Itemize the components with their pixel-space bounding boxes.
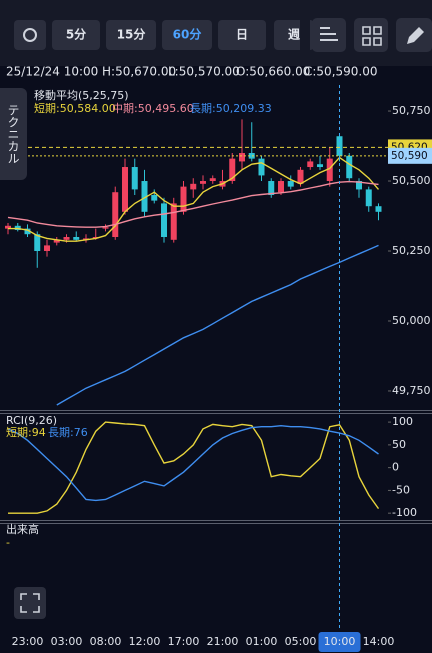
candle-body [278, 181, 284, 193]
x-tick-label: 21:00 [207, 635, 239, 648]
tab-label: 週 [288, 27, 300, 42]
x-tick-label: 10:00 [324, 635, 356, 648]
candle-body [307, 161, 314, 168]
tab[interactable] [218, 20, 266, 50]
candle-body [180, 186, 187, 212]
legend-title: 移動平均(5,25,75) [34, 88, 129, 102]
candle-body [44, 245, 50, 251]
x-tick-label: 01:00 [246, 635, 278, 648]
x-tick-label: 14:00 [363, 635, 395, 648]
x-tick-label: 08:00 [90, 635, 122, 648]
candle-body [5, 225, 11, 229]
legend-title: 出来高 [6, 522, 39, 536]
x-tick-label: 12:00 [129, 635, 161, 648]
crosshair-label-box [318, 632, 361, 652]
layout-button[interactable] [354, 18, 388, 52]
candle-body [375, 206, 382, 212]
candle-body [297, 169, 304, 184]
settings-button[interactable] [14, 20, 46, 50]
moving-average [8, 156, 380, 242]
info-time: 25/12/24 10:00 [6, 65, 98, 79]
info-value: L:50,570.00 [168, 65, 240, 79]
candle-body [112, 192, 119, 238]
legend-entry: 中期:50,495.60 [112, 102, 194, 115]
legend-entry: 短期:94 [6, 425, 46, 439]
candle-body [190, 183, 197, 190]
tab[interactable] [162, 20, 212, 50]
info-value: H:50,670.00 [102, 65, 176, 79]
candle-body [229, 158, 236, 182]
candle-body [239, 153, 245, 162]
candle-body [258, 158, 265, 176]
legend-entry: 長期:50,209.33 [190, 102, 272, 115]
candle-body [317, 164, 323, 168]
y-tick-label: 50 [392, 438, 406, 451]
y-tick-label: 49,750 [392, 384, 431, 397]
tab-label: 5分 [66, 27, 86, 42]
tab[interactable] [106, 20, 156, 50]
legend-entry: 長期:76 [48, 426, 88, 439]
x-tick-label: 23:00 [12, 635, 44, 648]
candle-body [24, 228, 31, 235]
candle-body [209, 178, 216, 182]
candle-body [161, 203, 167, 238]
candle-body [73, 237, 80, 240]
rci-line [8, 421, 380, 514]
candle-body [200, 181, 206, 184]
candle-body [248, 153, 255, 159]
y-tick-label: 50,500 [392, 174, 431, 187]
candle-body [287, 181, 294, 187]
candle-body [141, 181, 148, 212]
candle-body [326, 158, 333, 182]
tab-label: 日 [236, 28, 248, 42]
expand-button[interactable] [14, 587, 46, 619]
candle-body [170, 203, 177, 240]
pencil-icon [407, 27, 424, 44]
expand-icon [20, 593, 40, 613]
candle-body [268, 181, 275, 196]
y-tick-label: 50,750 [392, 104, 431, 117]
list-icon [320, 27, 338, 41]
candle-body [122, 167, 128, 212]
moving-average [7, 180, 379, 228]
price-label: 50,590 [391, 150, 428, 162]
tab-label: 15分 [117, 27, 146, 42]
side-tab[interactable]: テクニカル [0, 88, 27, 180]
gear-icon [23, 28, 37, 42]
candle-body [34, 234, 41, 251]
grid-icon [362, 26, 382, 46]
x-tick-label: 05:00 [285, 635, 317, 648]
info-value: O:50,660.00 [236, 65, 310, 79]
candle-body [151, 195, 158, 201]
info-value: C:50,590.00 [304, 65, 378, 79]
tab-label: 60分 [173, 27, 202, 42]
candle-body [356, 181, 362, 190]
y-tick-label: 50,000 [392, 314, 431, 327]
y-tick-label: 50,250 [392, 244, 431, 257]
x-tick-label: 17:00 [168, 635, 200, 648]
candle-body [365, 189, 372, 207]
candle-body [346, 155, 353, 179]
tab[interactable] [52, 20, 100, 50]
volume-value: - [6, 536, 10, 549]
legend-title: RCI(9,26) [6, 414, 57, 427]
candle-body [53, 239, 60, 243]
legend-entry: 短期:50,584.00 [34, 101, 116, 115]
x-tick-label: 03:00 [51, 635, 83, 648]
candle-body [131, 167, 138, 190]
y-tick-label: 0 [392, 461, 399, 474]
candle-body [63, 237, 70, 240]
toolbar-fade [300, 18, 310, 52]
rci-line [7, 424, 379, 502]
panel-separator [0, 410, 432, 524]
y-tick-label: -50 [392, 483, 410, 496]
y-tick-label: -100 [392, 506, 417, 519]
price-label-box [388, 147, 432, 164]
moving-average [56, 244, 379, 406]
candle-body [102, 227, 109, 229]
y-tick-label: 100 [392, 415, 413, 428]
